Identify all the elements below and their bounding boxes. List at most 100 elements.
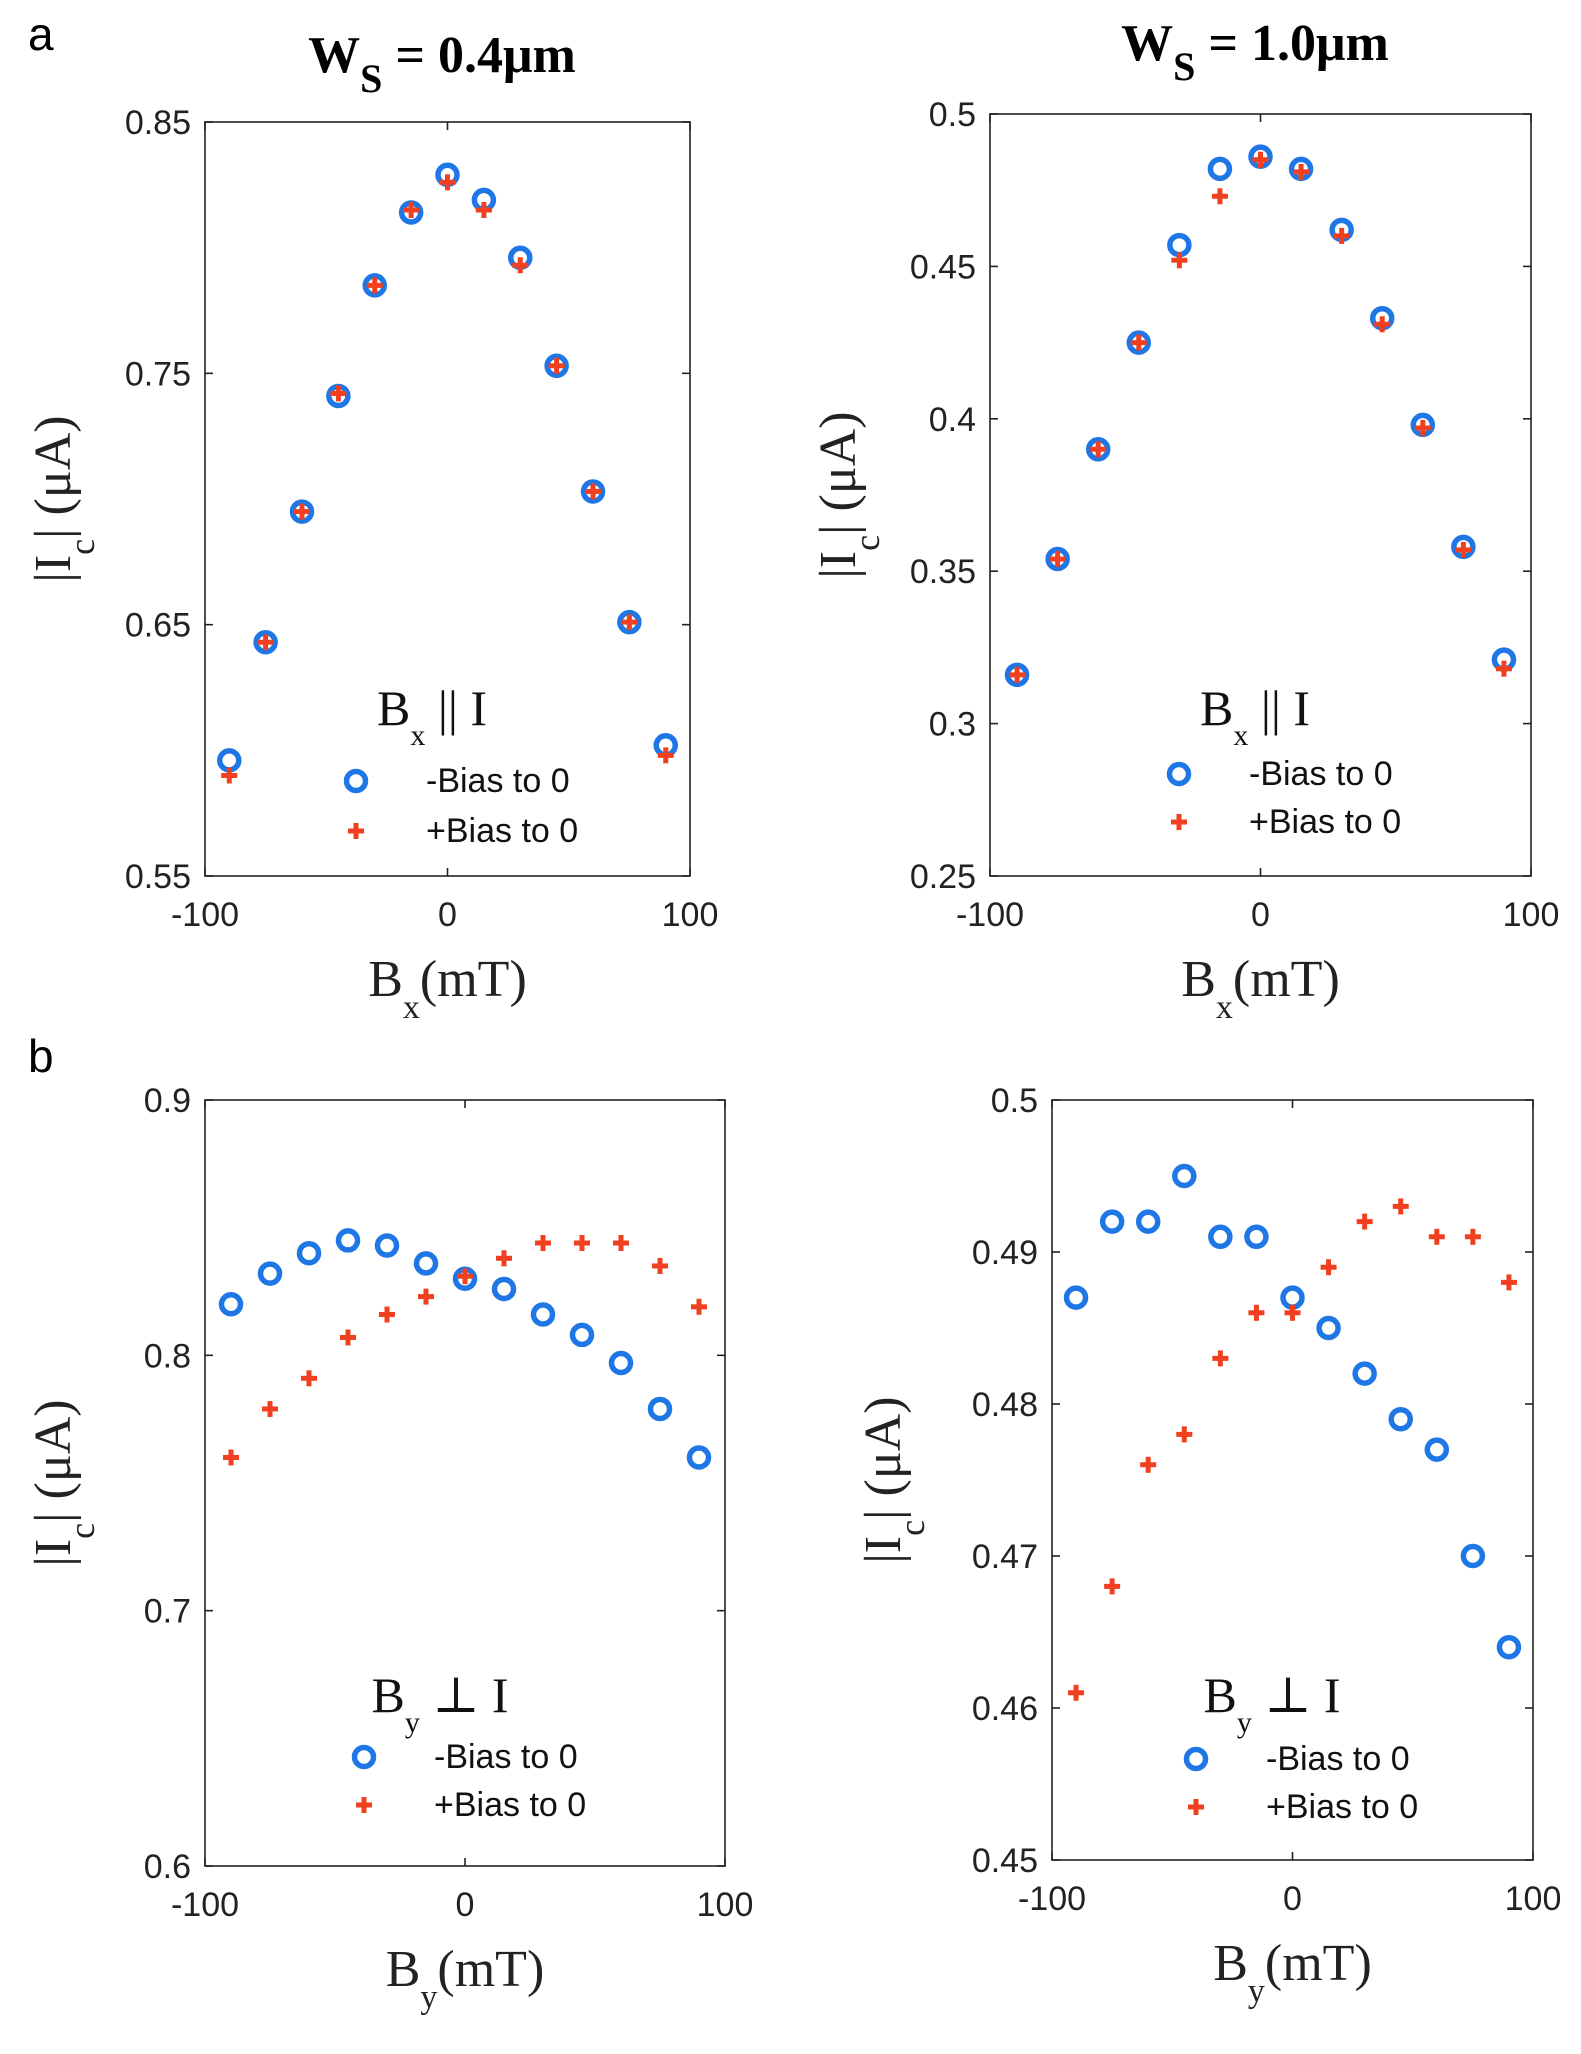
data-point-plus <box>1130 334 1147 351</box>
data-point-minus <box>544 353 569 379</box>
legend-title-sub: x <box>410 719 425 752</box>
legend-marker-minus <box>343 768 369 794</box>
data-point-plus <box>1090 441 1107 458</box>
legend-title-main: B <box>371 1667 404 1723</box>
data-point-plus <box>613 1234 629 1251</box>
data-point-minus <box>257 1261 283 1286</box>
legend-title-rest: || I <box>425 680 487 736</box>
data-point-minus <box>1172 1163 1197 1189</box>
legend-title: Bx || I <box>377 680 487 752</box>
legend-title-main: B <box>1203 1667 1236 1723</box>
data-point-minus <box>413 1251 439 1276</box>
y-tick-label: 0.49 <box>972 1234 1038 1272</box>
data-point-minus <box>1460 1543 1486 1569</box>
data-point-plus <box>512 257 529 274</box>
data-point-minus <box>362 273 387 298</box>
legend-marker-minus <box>1166 761 1192 787</box>
data-point-plus <box>301 1370 317 1387</box>
x-axis-label-sub: y <box>1248 1973 1265 2010</box>
series-plus-bias <box>1009 151 1512 683</box>
legend: By ⊥ I-Bias to 0+Bias to 0 <box>1183 1667 1418 1826</box>
y-tick-label: 0.4 <box>929 401 976 439</box>
data-point-minus <box>1496 1634 1522 1660</box>
legend-label-minus: -Bias to 0 <box>1266 1740 1410 1778</box>
data-point-minus <box>1316 1315 1341 1341</box>
legend-label-plus: +Bias to 0 <box>434 1786 586 1824</box>
data-point-plus <box>262 1400 278 1417</box>
chart-b-right: 0.450.460.470.480.490.5-100 0 100By(mT)|Ic… <box>855 1082 1561 2010</box>
data-point-plus <box>1176 1426 1193 1443</box>
x-tick-label: 0 <box>438 896 457 934</box>
data-point-minus <box>1099 1209 1125 1234</box>
y-axis-label-unit: | (μA) <box>855 1396 912 1519</box>
legend-title: By ⊥ I <box>371 1667 508 1739</box>
y-axis-label: |Ic| (μA) <box>810 411 887 578</box>
y-tick-label: 0.48 <box>972 1386 1038 1424</box>
y-tick-label: 0.47 <box>972 1538 1038 1576</box>
data-point-minus <box>530 1302 556 1327</box>
x-tick-label: -100 <box>1018 1880 1086 1918</box>
x-tick-label: 100 <box>1505 1880 1562 1918</box>
legend-title-sub: x <box>1233 719 1248 752</box>
data-point-plus <box>621 614 638 631</box>
data-point-minus <box>617 609 642 635</box>
data-point-minus <box>1126 330 1152 355</box>
x-tick-label: -100 <box>171 1886 239 1924</box>
data-point-plus <box>1068 1684 1085 1701</box>
legend-label-minus: -Bias to 0 <box>434 1738 578 1776</box>
data-point-minus <box>1208 1224 1233 1250</box>
data-point-plus <box>1428 1228 1445 1245</box>
data-point-minus <box>217 748 242 773</box>
column-title-left: WS = 0.4μm <box>308 27 576 101</box>
legend-label-plus: +Bias to 0 <box>426 812 578 850</box>
y-tick-label: 0.46 <box>972 1690 1038 1728</box>
data-point-plus <box>294 503 310 520</box>
data-point-minus <box>1167 232 1192 258</box>
y-axis-label-main: |I <box>25 1539 82 1567</box>
data-point-minus <box>1135 1209 1161 1234</box>
y-axis-label-sub: c <box>62 539 102 555</box>
y-tick-label: 0.35 <box>910 553 976 591</box>
x-axis-label-unit: (mT) <box>1233 951 1340 1008</box>
data-point-plus <box>340 1329 356 1346</box>
x-tick-label: 0 <box>1251 896 1270 934</box>
data-point-plus <box>1212 1350 1229 1367</box>
series-minus-bias <box>1004 144 1517 688</box>
data-point-minus <box>569 1322 595 1348</box>
legend: By ⊥ I-Bias to 0 +Bias to 0 <box>351 1667 586 1824</box>
x-tick-label: 0 <box>1283 1880 1302 1918</box>
legend-label-minus: -Bias to 0 <box>1249 755 1393 793</box>
y-axis-label-sub: c <box>62 1523 102 1539</box>
data-point-minus <box>1388 1406 1413 1432</box>
y-axis-label-unit: | (μA) <box>25 1399 82 1522</box>
x-axis-label: By(mT) <box>1213 1935 1372 2010</box>
series-minus-bias <box>218 1228 712 1470</box>
data-point-plus <box>691 1298 707 1315</box>
data-point-plus <box>1392 1198 1409 1215</box>
data-point-plus <box>657 747 674 764</box>
data-point-plus <box>1252 151 1269 168</box>
column-title-right: WS = 1.0μm <box>1121 15 1389 89</box>
y-tick-label: 0.9 <box>144 1082 191 1120</box>
data-point-plus <box>1104 1578 1121 1595</box>
data-point-plus <box>379 1306 395 1323</box>
y-tick-label: 0.7 <box>144 1593 191 1631</box>
data-point-minus <box>1207 156 1233 182</box>
x-axis-label-main: B <box>1181 951 1216 1008</box>
legend: Bx || I -Bias to 0 +Bias to 0 <box>343 680 578 850</box>
y-axis-label-unit: | (μA) <box>25 415 82 538</box>
legend-label-plus: +Bias to 0 <box>1249 803 1401 841</box>
legend-marker-plus <box>1171 814 1187 830</box>
data-point-minus <box>374 1233 400 1258</box>
data-point-minus <box>296 1240 322 1266</box>
data-point-plus <box>257 634 274 651</box>
data-point-plus <box>366 277 383 294</box>
x-tick-label: -100 <box>956 896 1024 934</box>
x-axis-label-sub: x <box>1216 989 1233 1026</box>
y-tick-label: 0.45 <box>910 248 976 286</box>
legend-title-rest: ⊥ I <box>420 1667 509 1723</box>
x-axis-label: By(mT) <box>386 1941 545 2016</box>
data-point-plus <box>1333 227 1350 244</box>
x-axis-label-main: B <box>1213 1935 1248 1992</box>
